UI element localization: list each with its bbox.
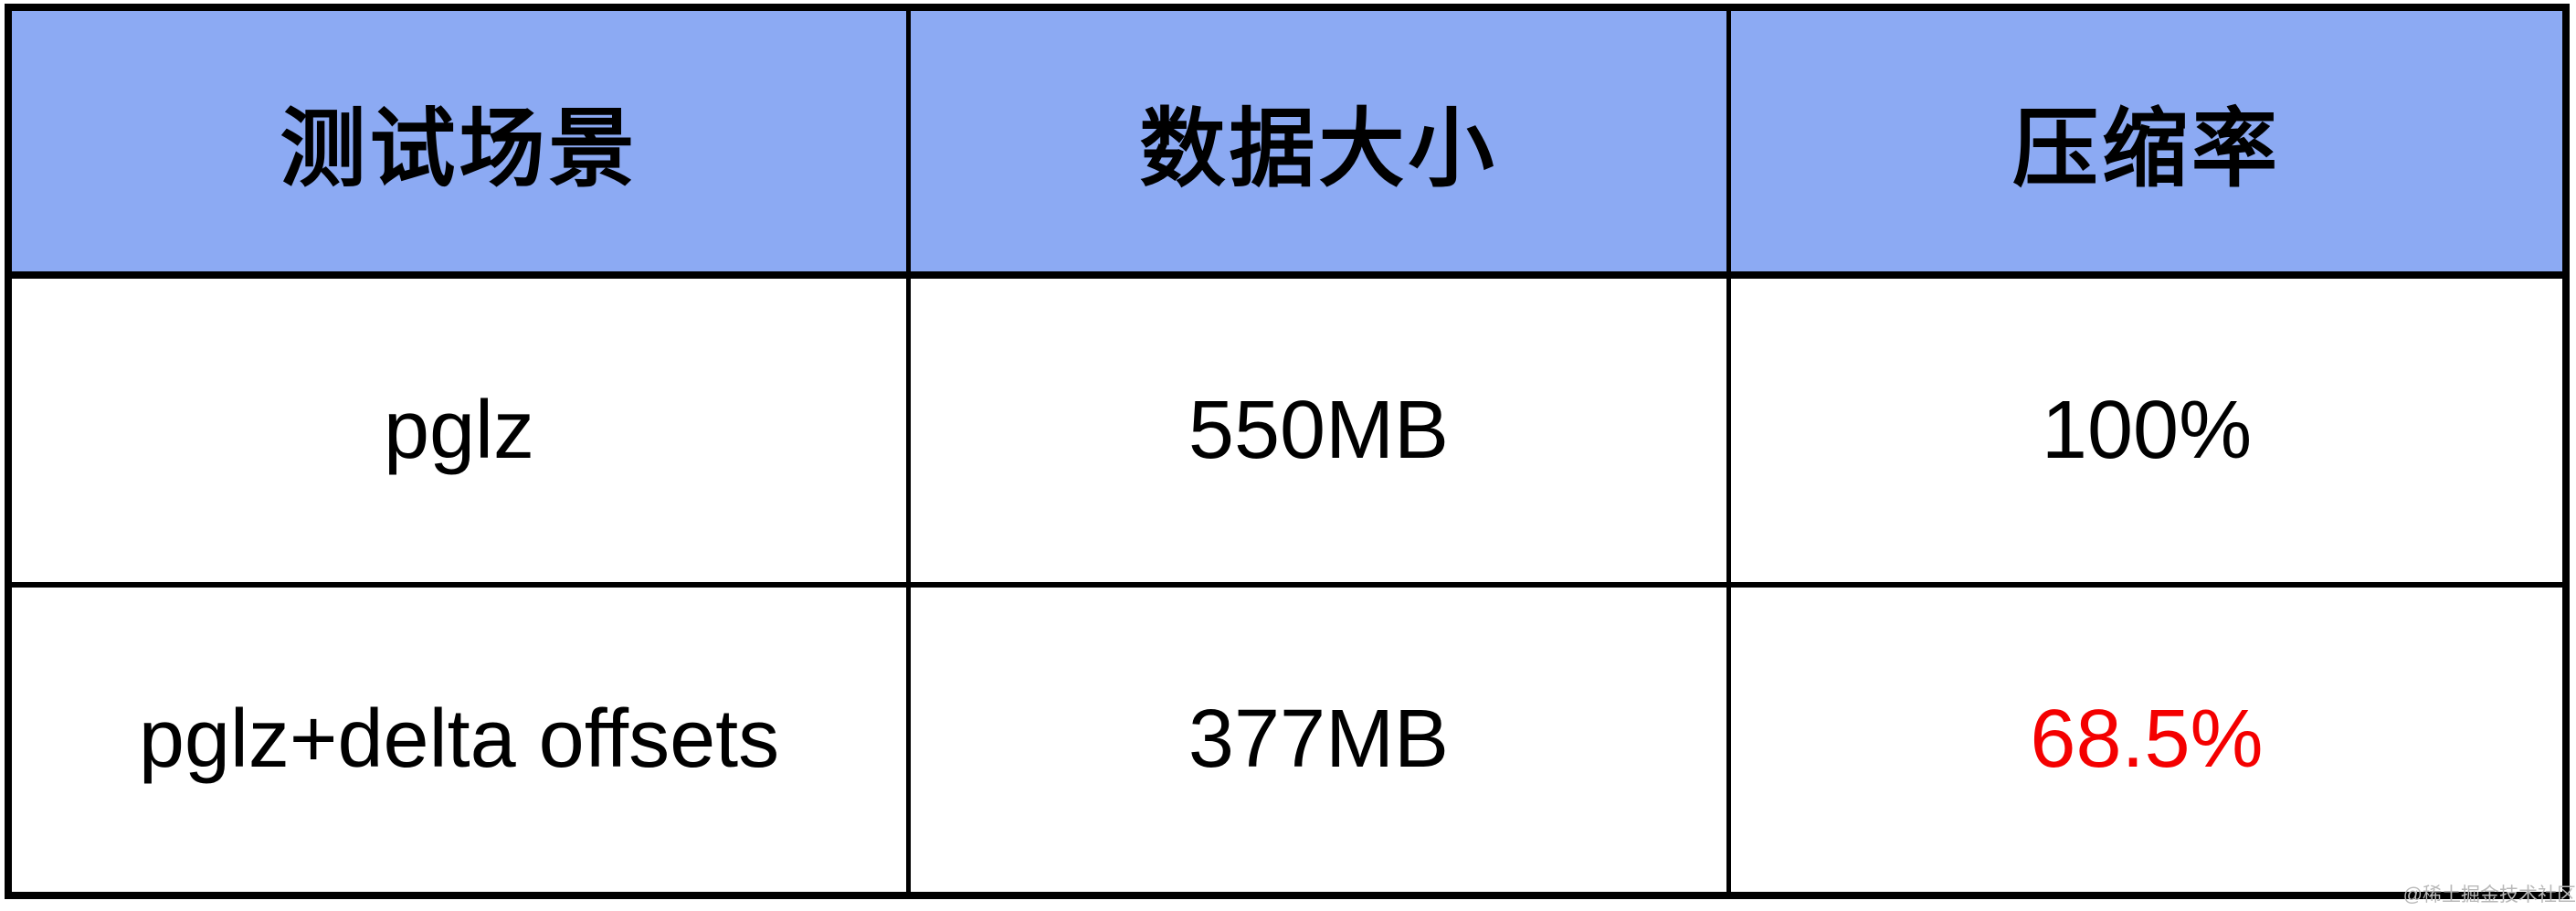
benchmark-table: 测试场景 数据大小 压缩率 pglz 550MB 100% pglz+delta… <box>5 4 2570 899</box>
cell-scenario-pglz: pglz <box>12 279 911 588</box>
header-cell-data-size: 数据大小 <box>911 11 1731 279</box>
cell-size-pglz-delta-offsets: 377MB <box>911 588 1731 892</box>
cell-ratio-pglz: 100% <box>1731 279 2562 588</box>
header-cell-compression-ratio: 压缩率 <box>1731 11 2562 279</box>
cell-ratio-pglz-delta-offsets: 68.5% <box>2030 694 2264 785</box>
watermark: @稀土掘金技术社区 <box>2402 885 2576 906</box>
cell-scenario-pglz-delta-offsets: pglz+delta offsets <box>12 588 911 892</box>
header-cell-test-scenario: 测试场景 <box>12 11 911 279</box>
cell-size-pglz: 550MB <box>911 279 1731 588</box>
